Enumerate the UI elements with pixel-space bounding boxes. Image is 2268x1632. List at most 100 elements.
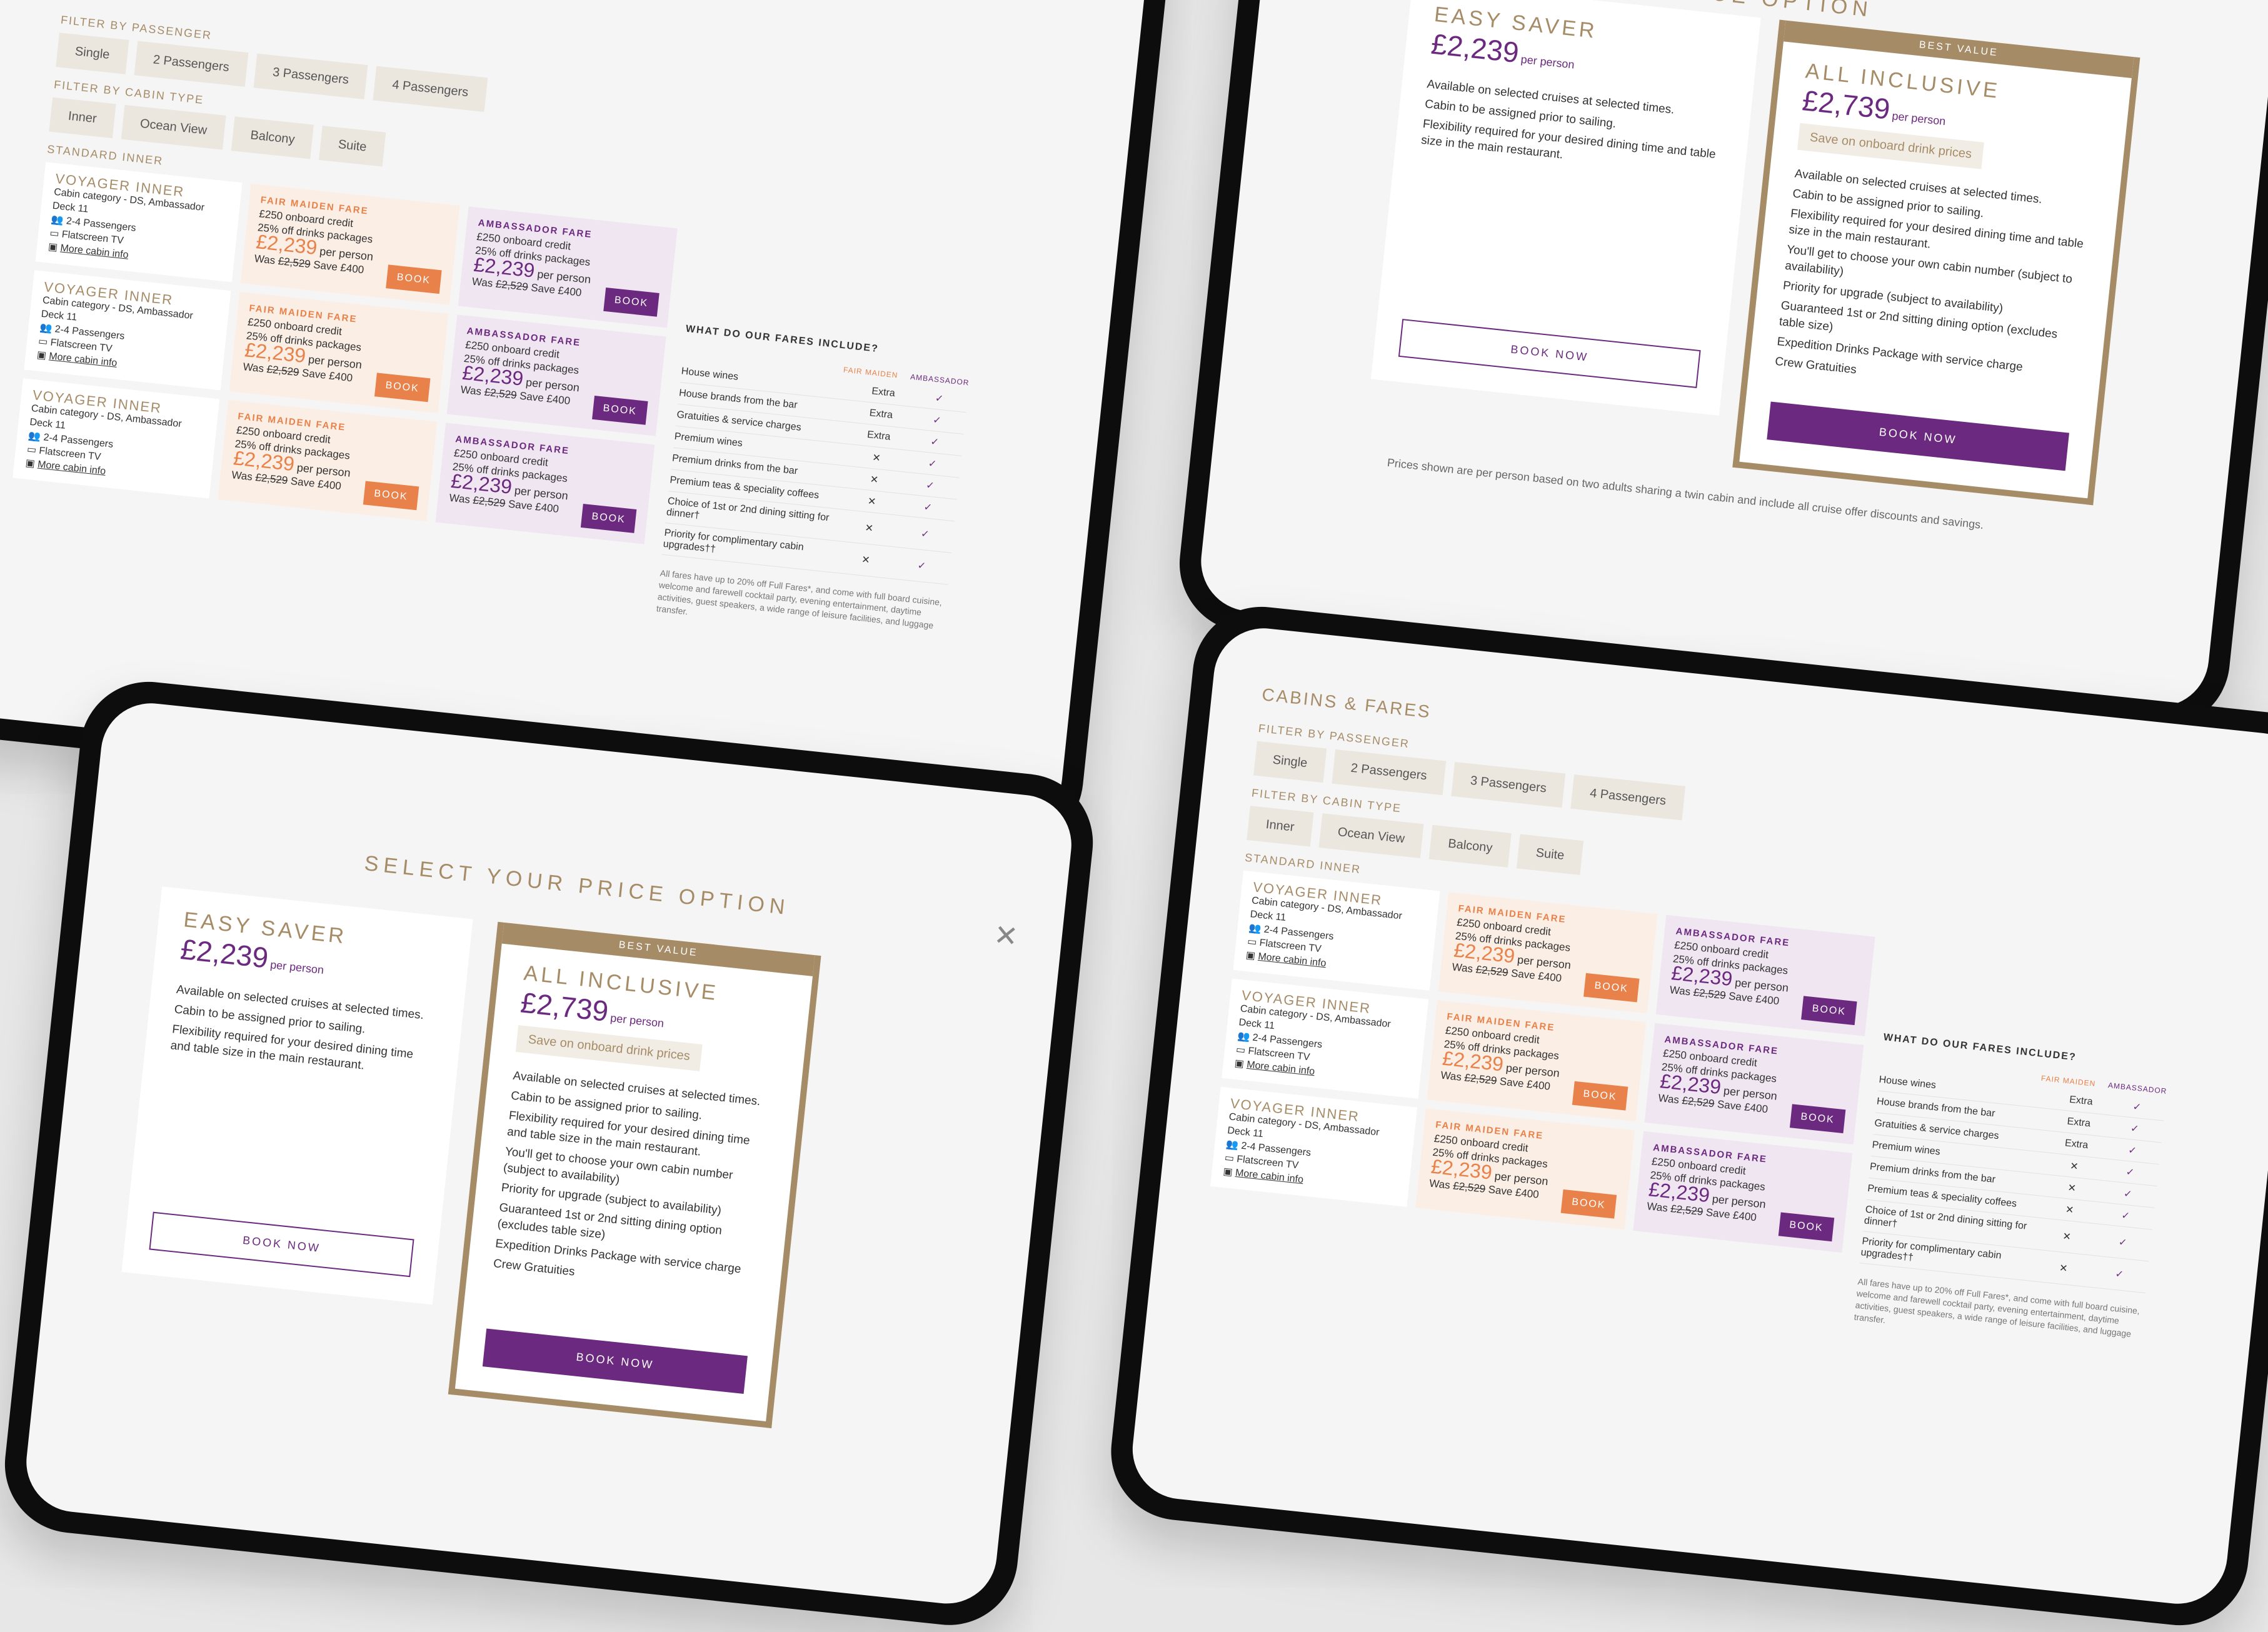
was-prefix: Was <box>242 361 264 375</box>
chip-3-passengers[interactable]: 3 Passengers <box>1451 761 1566 808</box>
book-now-inclusive-button[interactable]: BOOK NOW <box>482 1328 748 1394</box>
chip-balcony[interactable]: Balcony <box>231 116 314 159</box>
info-icon: ▣ <box>48 241 59 253</box>
include-fm: Extra <box>2066 1116 2091 1129</box>
tv-icon: ▭ <box>26 444 37 456</box>
check-icon: ✓ <box>2125 1166 2135 1179</box>
fair-maiden-fare-card: FAIR MAIDEN FARE £250 onboard credit 25%… <box>229 291 449 413</box>
chip-single[interactable]: Single <box>56 33 129 74</box>
chip-ocean-view[interactable]: Ocean View <box>1318 813 1424 859</box>
book-now-easy-button[interactable]: BOOK NOW <box>149 1211 414 1278</box>
check-icon: ✓ <box>920 528 930 541</box>
easy-saver-card: EASY SAVER £2,239 per person Available o… <box>121 886 473 1305</box>
book-ambassador-button[interactable]: BOOK <box>580 504 637 533</box>
was-price: £2,529 <box>1475 963 1509 979</box>
book-fair-maiden-button[interactable]: BOOK <box>363 481 419 511</box>
tablet-screen: SELECT YOUR PRICE OPTION ✕ EASY SAVER £2… <box>21 698 1076 1609</box>
include-fm: Extra <box>866 429 891 443</box>
was-prefix: Was <box>253 252 276 267</box>
all-inclusive-card: BEST VALUE ALL INCLUSIVE £2,739 per pers… <box>448 921 821 1428</box>
people-icon: 👥 <box>1248 923 1262 935</box>
fair-maiden-fare-card: FAIR MAIDEN FARE £250 onboard credit 25%… <box>1415 1108 1635 1230</box>
fares-include-panel: WHAT DO OUR FARES INCLUDE? FAIR MAIDEN AM… <box>1854 1032 2170 1353</box>
cross-icon: ✕ <box>864 523 874 534</box>
book-fair-maiden-button[interactable]: BOOK <box>374 373 431 403</box>
cross-icon: ✕ <box>2067 1183 2077 1194</box>
include-fm: Extra <box>868 408 893 421</box>
chip-balcony[interactable]: Balcony <box>1428 824 1512 868</box>
book-ambassador-button[interactable]: BOOK <box>603 287 660 317</box>
check-icon: ✓ <box>927 458 938 470</box>
chip-suite[interactable]: Suite <box>1517 834 1583 875</box>
was-price: £2,529 <box>277 254 311 271</box>
tablet-screen: ICE OPTION EASY SAVER £2,239 per person … <box>1196 0 2268 712</box>
was-price: £2,529 <box>472 494 506 509</box>
feature-list: Available on selected cruises at selecte… <box>1420 76 1726 180</box>
was-prefix: Was <box>1428 1177 1451 1191</box>
book-ambassador-button[interactable]: BOOK <box>1800 996 1857 1026</box>
book-ambassador-button[interactable]: BOOK <box>1789 1104 1846 1134</box>
tablet-bottom-left: SELECT YOUR PRICE OPTION ✕ EASY SAVER £2… <box>0 675 1100 1632</box>
was-prefix: Was <box>1657 1092 1680 1106</box>
col-fair-maiden: FAIR MAIDEN <box>843 365 899 380</box>
chip-single[interactable]: Single <box>1253 741 1327 783</box>
fair-maiden-fare-card: FAIR MAIDEN FARE £250 onboard credit 25%… <box>1427 1000 1647 1122</box>
cabin-info: VOYAGER INNER Cabin category - DS, Ambas… <box>1210 1086 1418 1207</box>
was-prefix: Was <box>1668 983 1692 998</box>
include-fm: Extra <box>871 386 896 399</box>
book-ambassador-button[interactable]: BOOK <box>1778 1212 1835 1242</box>
chip-4-passengers[interactable]: 4 Passengers <box>373 66 488 113</box>
check-icon: ✓ <box>2132 1101 2142 1113</box>
info-icon: ▣ <box>24 458 36 469</box>
chip-inner[interactable]: Inner <box>49 97 116 139</box>
feature-list: Available on selected cruises at selecte… <box>169 982 438 1081</box>
was-price: £2,529 <box>1670 1203 1704 1218</box>
cabin-info: VOYAGER INNER Cabin category - DS, Ambas… <box>24 270 231 391</box>
chip-suite[interactable]: Suite <box>319 126 386 167</box>
info-icon: ▣ <box>1222 1166 1233 1178</box>
people-icon: 👥 <box>39 322 53 334</box>
was-prefix: Was <box>471 275 494 289</box>
was-price: £2,529 <box>254 471 289 487</box>
was-prefix: Was <box>1440 1069 1462 1083</box>
check-icon: ✓ <box>930 436 940 448</box>
was-price: £2,529 <box>1463 1071 1498 1087</box>
was-price: £2,529 <box>266 363 300 379</box>
check-icon: ✓ <box>925 480 935 492</box>
check-icon: ✓ <box>932 414 942 427</box>
chip-ocean-view[interactable]: Ocean View <box>121 104 226 150</box>
people-icon: 👥 <box>1237 1031 1251 1043</box>
book-fair-maiden-button[interactable]: BOOK <box>1572 1081 1628 1111</box>
close-icon[interactable]: ✕ <box>992 918 1020 953</box>
people-icon: 👥 <box>28 430 42 443</box>
chip-2-passengers[interactable]: 2 Passengers <box>1332 749 1447 796</box>
was-prefix: Was <box>1646 1200 1668 1214</box>
fair-maiden-fare-card: FAIR MAIDEN FARE £250 onboard credit 25%… <box>218 399 438 522</box>
chip-4-passengers[interactable]: 4 Passengers <box>1570 774 1685 821</box>
info-icon: ▣ <box>1245 949 1256 962</box>
cross-icon: ✕ <box>2069 1161 2079 1173</box>
cross-icon: ✕ <box>867 496 877 508</box>
check-icon: ✓ <box>923 502 933 514</box>
chip-2-passengers[interactable]: 2 Passengers <box>134 41 249 87</box>
was-price: £2,529 <box>483 386 518 401</box>
book-fair-maiden-button[interactable]: BOOK <box>1560 1189 1617 1219</box>
info-icon: ▣ <box>36 349 47 361</box>
easy-saver-card: EASY SAVER £2,239 per person Available o… <box>1370 0 1761 416</box>
ambassador-fare-card: AMBASSADOR FARE £250 onboard credit 25% … <box>435 423 655 544</box>
chip-inner[interactable]: Inner <box>1247 806 1314 847</box>
book-now-inclusive-button[interactable]: BOOK NOW <box>1767 401 2070 471</box>
cross-icon: ✕ <box>871 453 881 464</box>
book-now-easy-button[interactable]: BOOK NOW <box>1398 319 1701 388</box>
tv-icon: ▭ <box>1224 1153 1235 1164</box>
chip-3-passengers[interactable]: 3 Passengers <box>253 53 368 99</box>
ambassador-fare-card: AMBASSADOR FARE £250 onboard credit 25% … <box>1644 1023 1864 1144</box>
cross-icon: ✕ <box>2062 1231 2072 1243</box>
check-icon: ✓ <box>2118 1237 2128 1249</box>
book-fair-maiden-button[interactable]: BOOK <box>1583 973 1640 1003</box>
info-icon: ▣ <box>1233 1058 1245 1070</box>
cabin-info: VOYAGER INNER Cabin category - DS, Ambas… <box>35 162 243 283</box>
cabin-list: VOYAGER INNER Cabin category - DS, Ambas… <box>6 162 678 613</box>
book-fair-maiden-button[interactable]: BOOK <box>385 264 442 294</box>
book-ambassador-button[interactable]: BOOK <box>591 395 648 425</box>
